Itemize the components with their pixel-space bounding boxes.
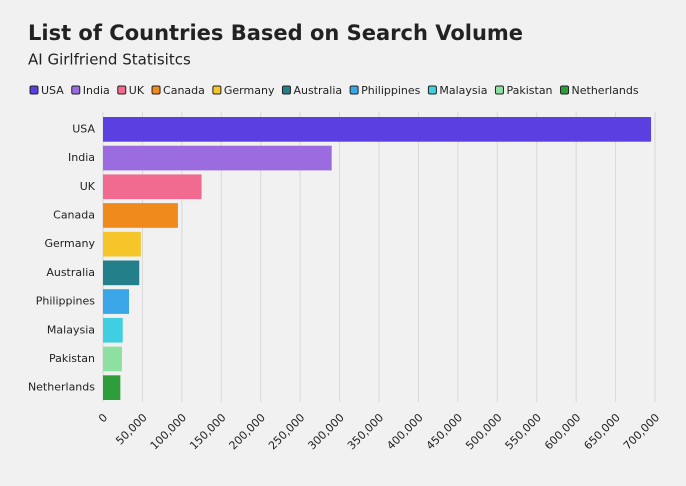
bar (103, 231, 141, 257)
legend-label: India (83, 84, 110, 97)
legend-label: Canada (163, 84, 205, 97)
bar (103, 203, 178, 228)
legend-label: Malaysia (439, 84, 487, 97)
y-tick-label: UK (80, 180, 96, 193)
legend-label: USA (41, 84, 64, 97)
legend-label: UK (129, 84, 145, 97)
y-tick-label: Philippines (36, 295, 96, 308)
y-tick-label: India (68, 151, 95, 164)
y-tick-label: Pakistan (49, 352, 95, 365)
chart-subtitle: AI Girlfriend Statisitcs (28, 51, 191, 69)
bar (103, 145, 332, 171)
legend-label: Netherlands (572, 84, 639, 97)
bar (103, 317, 123, 343)
legend-swatch (29, 85, 39, 95)
chart-title: List of Countries Based on Search Volume (28, 21, 523, 45)
bar (103, 375, 121, 400)
y-tick-label: Canada (53, 208, 95, 221)
bar (103, 260, 140, 286)
legend-label: Pakistan (506, 84, 552, 97)
legend-label: Australia (293, 84, 342, 97)
bar (103, 289, 130, 314)
y-tick-label: USA (72, 122, 95, 135)
legend-label: Philippines (361, 84, 421, 97)
legend-swatch (560, 85, 570, 95)
legend-label: Germany (224, 84, 275, 97)
y-tick-label: Netherlands (28, 381, 95, 394)
legend-swatch (427, 85, 437, 95)
legend-swatch (71, 85, 81, 95)
legend-swatch (212, 85, 222, 95)
y-tick-label: Malaysia (47, 323, 95, 336)
y-tick-label: Australia (46, 266, 95, 279)
y-tick-label: Germany (44, 237, 95, 250)
bar (103, 174, 202, 200)
bar (103, 117, 652, 142)
legend-swatch (151, 85, 161, 95)
legend-swatch (117, 85, 127, 95)
legend-swatch (494, 85, 504, 95)
legend-swatch (281, 85, 291, 95)
legend-swatch (349, 85, 359, 95)
bar (103, 346, 122, 372)
